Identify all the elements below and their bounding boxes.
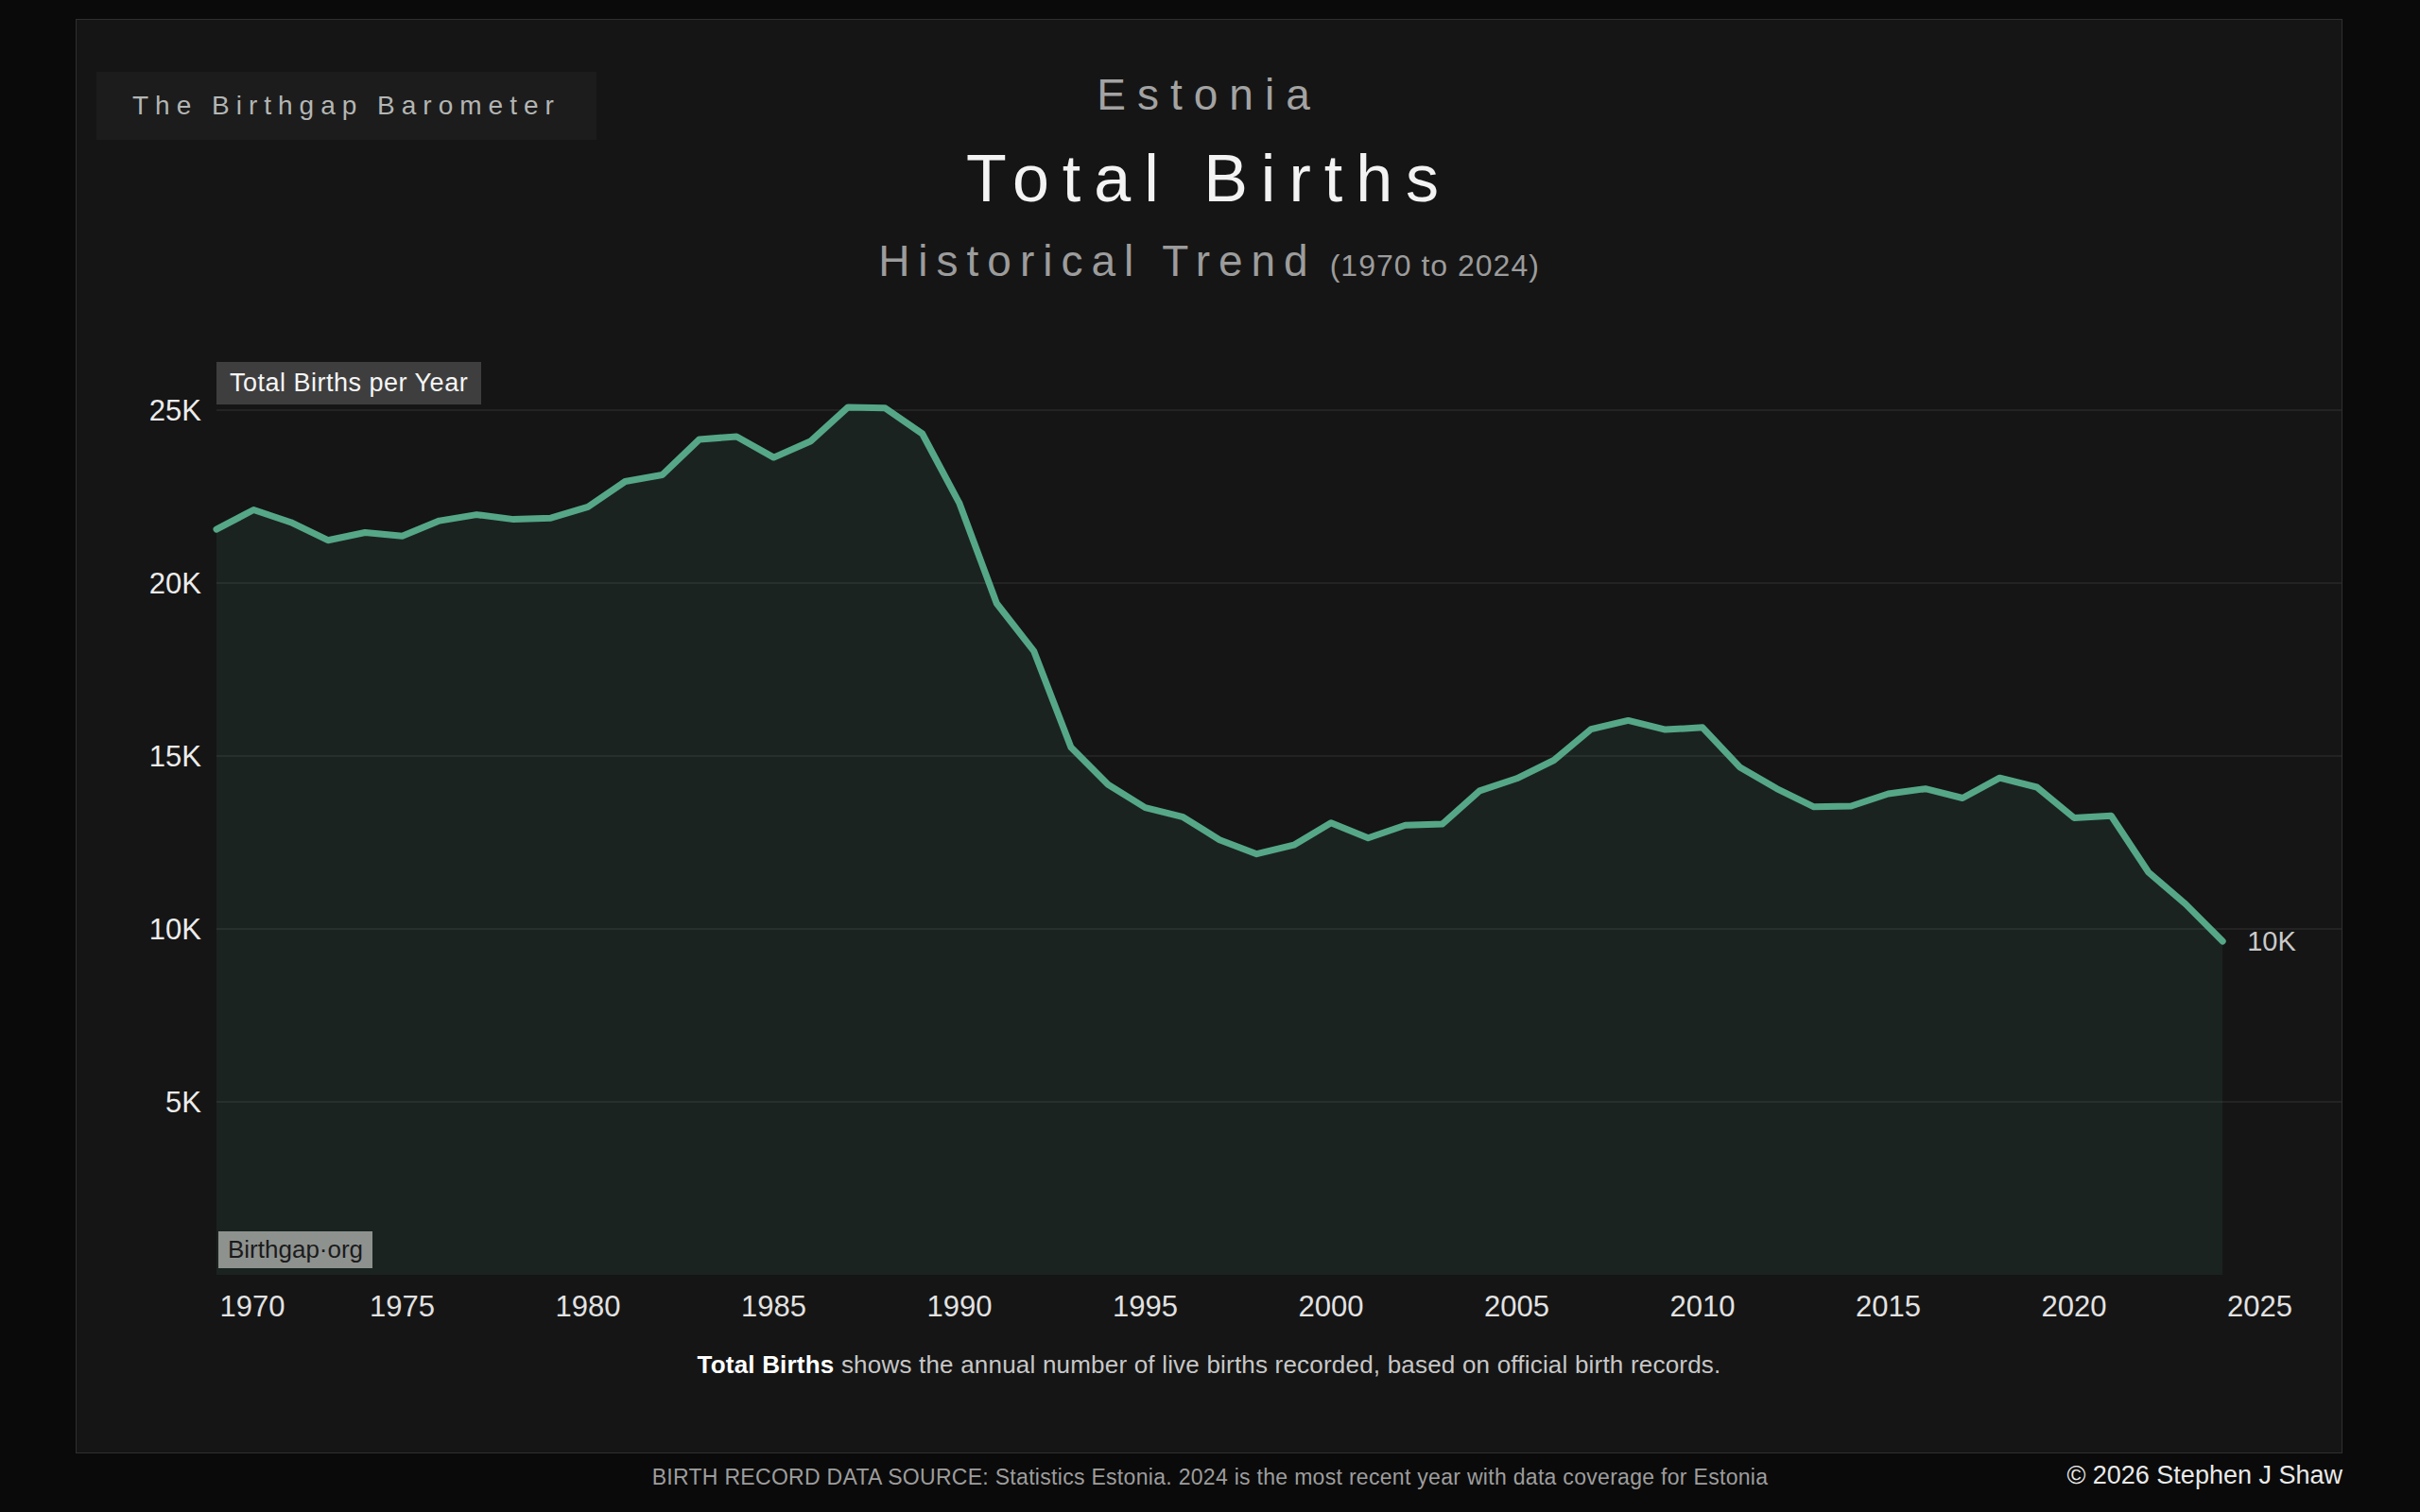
x-axis-label-2015: 2015	[1856, 1290, 1921, 1323]
x-axis-label-1970: 1970	[220, 1290, 285, 1323]
x-axis-label-2020: 2020	[2042, 1290, 2107, 1323]
chart-caption: Total Births shows the annual number of …	[77, 1350, 2342, 1380]
dashboard-card: The Birthgap Barometer Estonia Total Bir…	[76, 19, 2342, 1453]
y-axis-label-25K: 25K	[149, 394, 201, 427]
footer-copyright: © 2026 Stephen J Shaw	[2066, 1461, 2342, 1490]
watermark-badge: Birthgap·org	[218, 1231, 372, 1268]
y-axis-label-15K: 15K	[149, 740, 201, 773]
x-axis-label-1990: 1990	[927, 1290, 993, 1323]
x-axis-label-2005: 2005	[1484, 1290, 1549, 1323]
x-axis-label-1985: 1985	[741, 1290, 806, 1323]
x-axis-label-2000: 2000	[1299, 1290, 1364, 1323]
watermark-label: Birthgap·org	[228, 1235, 363, 1263]
x-axis-label-1995: 1995	[1113, 1290, 1178, 1323]
y-axis-label-5K: 5K	[165, 1086, 201, 1119]
legend-badge: Total Births per Year	[216, 362, 481, 404]
x-axis-label-2025: 2025	[2227, 1290, 2292, 1323]
y-axis-label-10K: 10K	[149, 913, 201, 946]
x-axis-label-2010: 2010	[1670, 1290, 1736, 1323]
annotation-last-value: 10K	[2247, 926, 2296, 956]
caption-rest: shows the annual number of live births r…	[834, 1350, 1720, 1379]
chart-canvas[interactable]: 5K 10K 15K 20K 25K 1970 1975 1980 1985 1990 1995 20…	[77, 20, 2343, 1452]
legend-label: Total Births per Year	[230, 369, 468, 397]
x-axis-label-1975: 1975	[370, 1290, 435, 1323]
caption-lead: Total Births	[698, 1350, 835, 1379]
footer-source: BIRTH RECORD DATA SOURCE: Statistics Est…	[0, 1465, 2420, 1490]
y-axis-label-20K: 20K	[149, 567, 201, 600]
page: { "brand": { "label": "The Birthgap Baro…	[0, 0, 2420, 1512]
x-axis-label-1980: 1980	[556, 1290, 621, 1323]
